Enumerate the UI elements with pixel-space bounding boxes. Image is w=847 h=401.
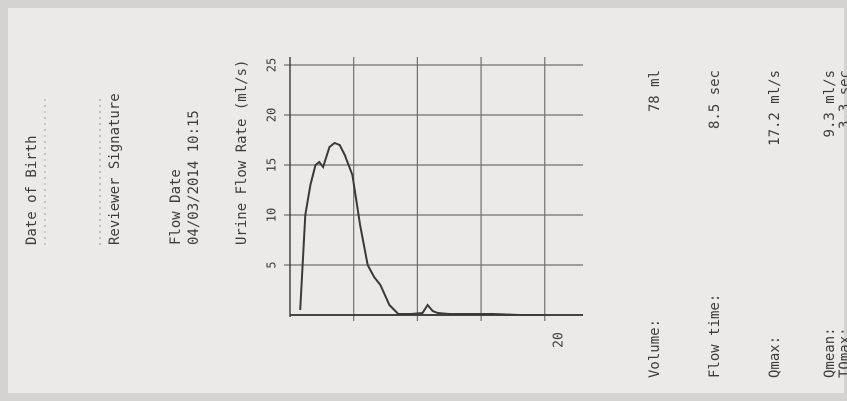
result-value: 9.3 ml/s bbox=[822, 70, 838, 137]
result-value: 78 ml bbox=[647, 70, 663, 112]
y-tick-label: 10 bbox=[265, 208, 279, 222]
x-tick-label: 20 bbox=[551, 332, 566, 348]
result-label: Flow time: bbox=[707, 294, 723, 378]
y-tick-label: 20 bbox=[265, 108, 279, 122]
y-tick-label: 5 bbox=[265, 261, 279, 268]
flow-date: 04/03/2014 10:15 bbox=[186, 110, 202, 245]
reviewer-signature: Reviewer Signature bbox=[107, 93, 123, 245]
flow-date-label: Flow Date bbox=[168, 169, 184, 245]
date-of-birth: Date of Birth bbox=[24, 135, 40, 245]
result-value: 17.2 ml/s bbox=[767, 70, 783, 146]
result-value: 3.3 sec bbox=[837, 70, 847, 129]
y-axis-title: Urine Flow Rate (ml/s) bbox=[234, 60, 250, 245]
result-label: Qmean: bbox=[822, 327, 838, 378]
photo: Date of Birth Reviewer Signature Flow Date… bbox=[0, 0, 847, 401]
result-label: Volume: bbox=[647, 319, 663, 378]
result-label: Qmax: bbox=[767, 336, 783, 378]
y-tick-label: 25 bbox=[265, 58, 279, 72]
result-value: 8.5 sec bbox=[707, 70, 723, 129]
y-tick-label: 15 bbox=[265, 158, 279, 172]
result-label: TQmax: bbox=[837, 327, 847, 378]
